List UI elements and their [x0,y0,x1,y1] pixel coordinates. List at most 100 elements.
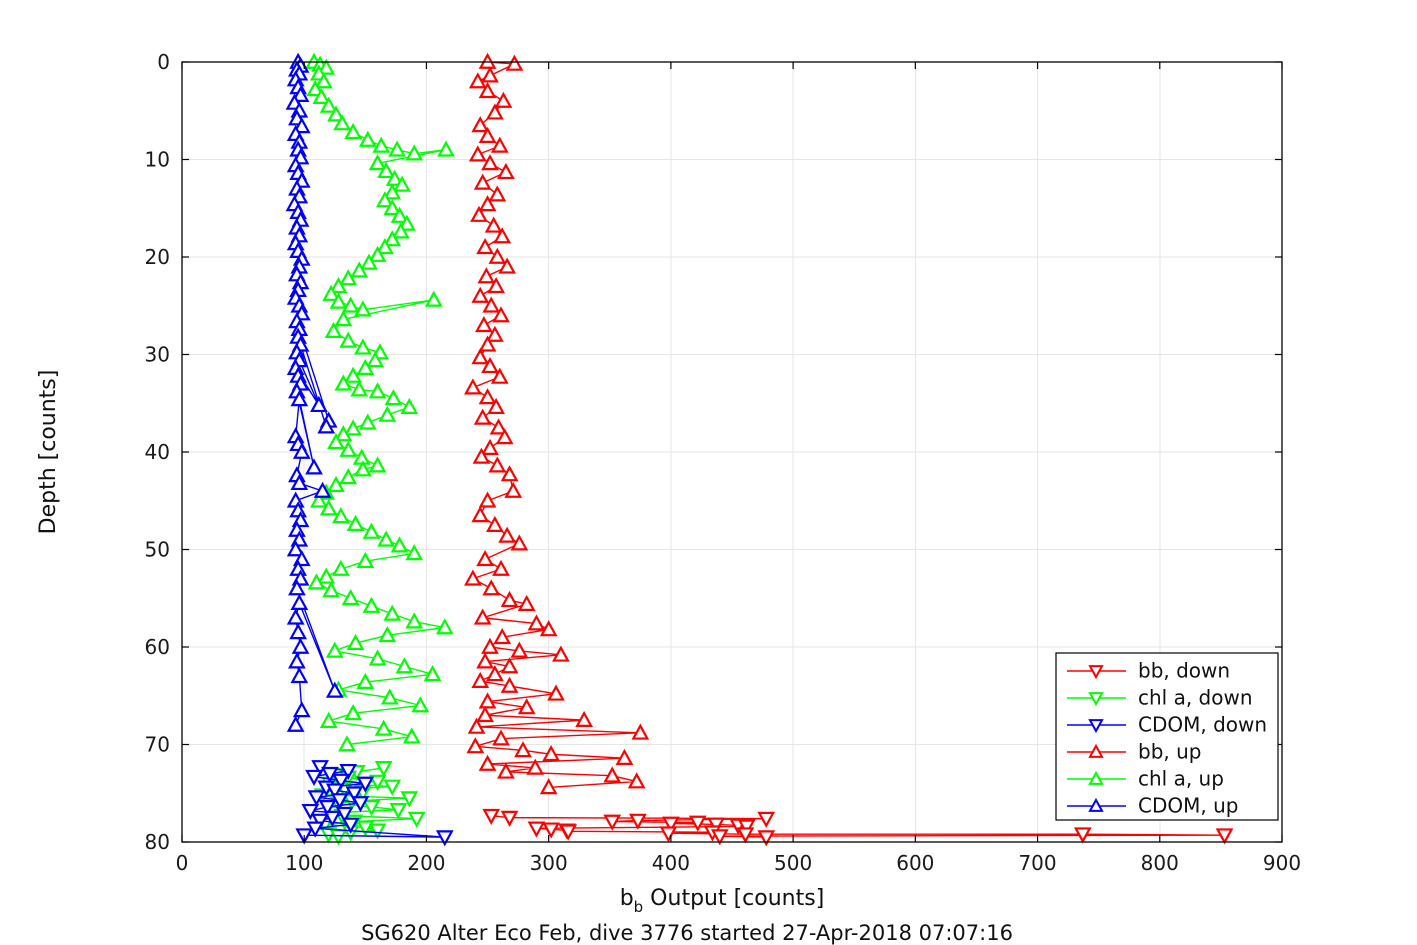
data-marker [356,551,375,569]
data-marker [424,290,443,307]
data-marker [493,227,512,244]
data-marker [301,803,320,821]
data-marker [488,456,507,473]
data-marker [405,144,424,161]
data-marker [500,657,519,674]
data-marker [292,701,311,718]
data-marker [488,185,507,202]
data-marker [547,684,565,701]
data-marker [478,491,497,508]
x-tick-label: 300 [530,851,568,875]
data-marker [490,136,509,153]
data-marker [310,395,328,413]
data-marker [467,717,486,734]
legend-marker-triangle-down [1088,719,1104,734]
data-marker [468,145,487,162]
data-marker [354,300,372,317]
legend[interactable]: bb, down chl a, down CDOM, down bb, up chl a… [1055,652,1279,821]
data-marker [514,741,532,758]
data-marker [539,620,558,637]
data-marker [307,790,326,807]
y-tick-label: 40 [145,440,170,464]
data-marker [377,530,395,547]
data-marker [486,515,504,532]
data-marker [384,389,403,406]
data-marker [319,711,338,728]
data-marker [575,710,593,727]
data-marker [490,367,509,384]
legend-entry-bb-up[interactable]: bb, up [1067,740,1201,764]
data-marker [559,824,578,841]
data-marker [311,813,329,830]
data-marker [356,672,375,689]
data-marker [356,776,375,793]
data-marker [351,796,370,813]
data-marker [388,140,406,157]
data-marker [374,761,393,778]
data-marker [350,261,369,278]
x-axis-title: bb Output [counts] [620,886,825,916]
data-marker [492,306,510,323]
data-marker [471,506,490,523]
data-marker [334,374,353,391]
legend-entry-cdom-down[interactable]: CDOM, down [1067,713,1267,737]
data-marker [466,737,485,754]
data-marker [310,491,328,508]
x-tick-label: 800 [1141,851,1179,875]
data-marker [603,766,622,783]
data-marker [737,819,756,836]
legend-marker-triangle-down [1088,665,1104,680]
data-marker [478,692,497,709]
data-marker [484,216,503,233]
legend-entry-chl-a-up[interactable]: chl a, up [1067,767,1224,791]
data-marker [390,206,409,223]
data-marker [481,66,499,83]
data-marker [473,608,492,625]
legend-entry-cdom-up[interactable]: CDOM, up [1067,794,1238,818]
data-marker [400,397,419,414]
data-marker [395,657,414,674]
data-marker [500,465,519,482]
data-marker [368,154,387,171]
data-marker [327,432,345,450]
data-marker [368,823,387,840]
legend-entry-bb-down[interactable]: bb, down [1067,659,1230,683]
data-marker [319,499,338,516]
data-marker [473,173,492,190]
data-marker [383,230,402,247]
data-marker [286,715,305,732]
data-marker [615,748,634,765]
data-marker [500,810,519,827]
legend-label: bb, up [1138,740,1201,764]
data-marker [478,335,497,352]
data-marker [323,810,342,827]
data-marker [376,237,394,255]
data-marker [291,637,310,654]
x-tick-label: 200 [407,851,445,875]
data-marker [317,58,336,75]
data-marker [358,130,377,147]
data-marker [344,122,362,140]
data-marker [289,623,307,640]
y-axis-title: Depth [counts] [36,370,61,535]
data-marker [510,534,529,551]
data-marker [482,579,501,596]
data-marker [489,418,508,435]
data-marker [292,442,311,459]
data-marker [368,382,387,399]
data-marker [341,296,360,313]
data-marker [362,800,381,817]
data-marker [334,425,353,442]
legend-marker-triangle-down [1088,692,1104,707]
data-marker [339,331,358,348]
data-marker [505,54,524,71]
data-marker [542,822,560,839]
data-marker [312,87,331,104]
legend-entry-chl-a-down[interactable]: chl a, down [1067,686,1253,710]
y-tick-label: 20 [145,245,170,269]
data-marker [339,269,358,286]
data-marker [362,596,381,613]
data-marker [662,816,680,833]
data-marker [707,817,725,834]
